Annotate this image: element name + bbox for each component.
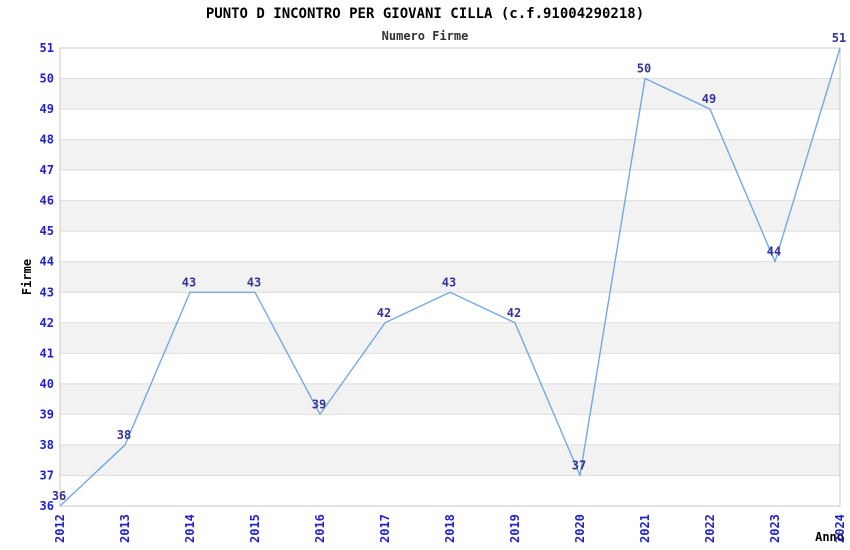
y-tick-label: 43: [40, 285, 54, 299]
value-label: 44: [767, 245, 781, 259]
y-tick-label: 45: [40, 224, 54, 238]
x-tick-label: 2018: [443, 514, 457, 543]
x-tick-label: 2022: [703, 514, 717, 543]
value-label: 43: [247, 275, 261, 289]
value-label: 38: [117, 428, 131, 442]
data-line: [59, 47, 841, 507]
y-tick-label: 47: [40, 163, 54, 177]
x-tick-label: 2017: [378, 514, 392, 543]
x-tick-label: 2016: [313, 514, 327, 543]
x-tick-label: 2015: [248, 514, 262, 543]
x-tick-label: 2024: [833, 514, 847, 543]
x-tick-label: 2023: [768, 514, 782, 543]
x-axis-label: Anno: [815, 530, 844, 544]
value-label: 42: [507, 306, 521, 320]
x-tick-label: 2013: [118, 514, 132, 543]
x-tick-label: 2019: [508, 514, 522, 543]
value-label: 39: [312, 397, 326, 411]
y-tick-label: 37: [40, 468, 54, 482]
background-band: [60, 261, 840, 293]
y-tick-label: 49: [40, 102, 54, 116]
y-tick-label: 38: [40, 438, 54, 452]
x-tick-label: 2020: [573, 514, 587, 543]
value-label: 49: [702, 92, 716, 106]
background-band: [60, 78, 840, 110]
y-tick-label: 39: [40, 407, 54, 421]
value-label: 42: [377, 306, 391, 320]
background-band: [60, 139, 840, 171]
x-tick-label: 2014: [183, 514, 197, 543]
value-label: 51: [832, 31, 846, 45]
background-band: [60, 322, 840, 354]
value-label: 50: [637, 62, 651, 76]
y-tick-label: 50: [40, 72, 54, 86]
y-tick-label: 44: [40, 255, 54, 269]
y-tick-label: 36: [40, 499, 54, 513]
y-tick-label: 42: [40, 316, 54, 330]
chart-subtitle: Numero Firme: [381, 29, 469, 43]
background-band: [60, 383, 840, 415]
chart-title: PUNTO D INCONTRO PER GIOVANI CILLA (c.f.…: [205, 6, 645, 22]
plot-border: [59, 47, 841, 507]
value-label: 43: [182, 275, 196, 289]
value-label: 36: [52, 489, 66, 503]
y-tick-label: 51: [40, 41, 54, 55]
x-tick-label: 2012: [53, 514, 67, 543]
background-band: [60, 200, 840, 232]
y-tick-label: 48: [40, 133, 54, 147]
x-tick-label: 2021: [638, 514, 652, 543]
y-tick-label: 40: [40, 377, 54, 391]
y-tick-label: 46: [40, 194, 54, 208]
value-label: 43: [442, 275, 456, 289]
value-label: 37: [572, 458, 586, 472]
background-band: [60, 444, 840, 476]
y-tick-label: 41: [40, 346, 54, 360]
